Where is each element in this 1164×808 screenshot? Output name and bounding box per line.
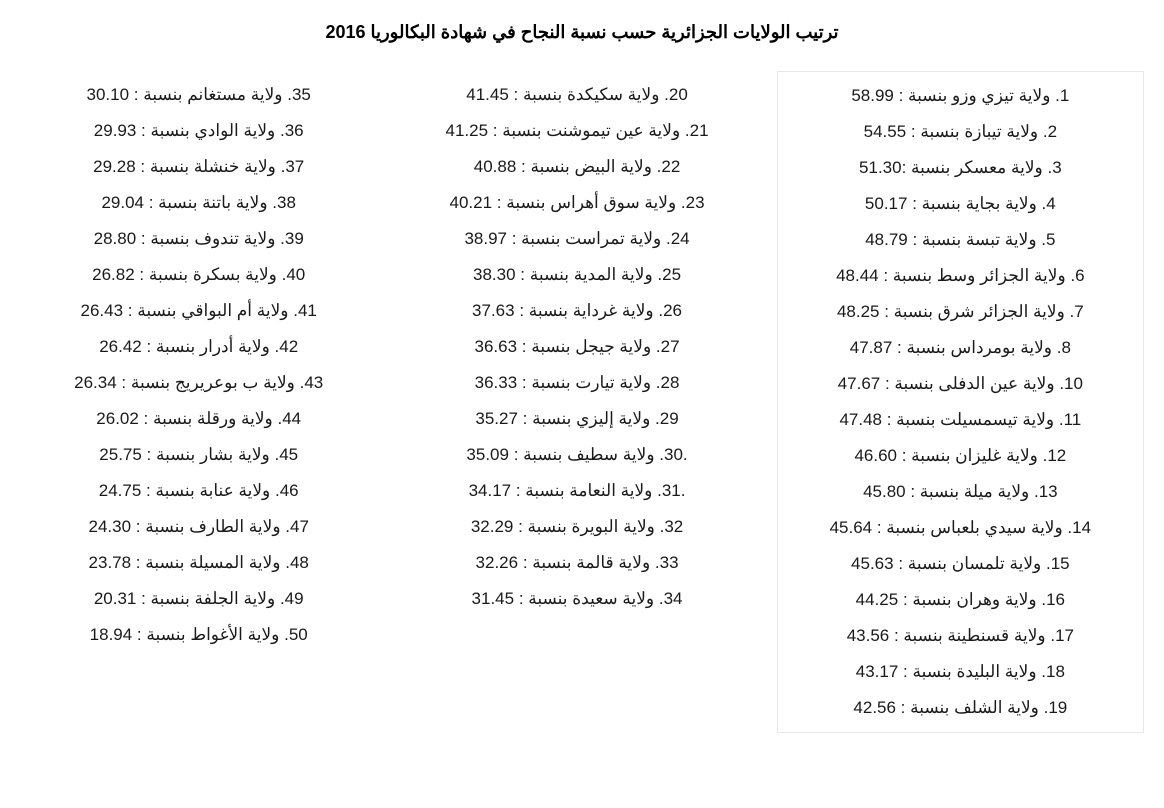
ranking-row: 29. ولاية إليزي بنسبة : 35.27 — [407, 401, 746, 437]
column-2: 20. ولاية سكيكدة بنسبة : 41.4521. ولاية … — [393, 71, 760, 733]
ranking-row: 36. ولاية الوادي بنسبة : 29.93 — [34, 113, 363, 149]
ranking-row: 33. ولاية قالمة بنسبة : 32.26 — [407, 545, 746, 581]
ranking-row: 49. ولاية الجلفة بنسبة : 20.31 — [34, 581, 363, 617]
ranking-row: 28. ولاية تيارت بنسبة : 36.33 — [407, 365, 746, 401]
ranking-row: 24. ولاية تمراست بنسبة : 38.97 — [407, 221, 746, 257]
ranking-row: 18. ولاية البليدة بنسبة : 43.17 — [792, 654, 1129, 690]
ranking-row: 50. ولاية الأغواط بنسبة : 18.94 — [34, 617, 363, 653]
ranking-row: 46. ولاية عنابة بنسبة : 24.75 — [34, 473, 363, 509]
ranking-row: 4. ولاية بجاية بنسبة : 50.17 — [792, 186, 1129, 222]
ranking-row: 15. ولاية تلمسان بنسبة : 45.63 — [792, 546, 1129, 582]
ranking-row: 12. ولاية غليزان بنسبة : 46.60 — [792, 438, 1129, 474]
ranking-row: 26. ولاية غرداية بنسبة : 37.63 — [407, 293, 746, 329]
ranking-row: 35. ولاية مستغانم بنسبة : 30.10 — [34, 77, 363, 113]
ranking-row: .31. ولاية النعامة بنسبة : 34.17 — [407, 473, 746, 509]
ranking-row: 3. ولاية معسكر بنسبة :51.30 — [792, 150, 1129, 186]
ranking-row: 43. ولاية ب بوعريريج بنسبة : 26.34 — [34, 365, 363, 401]
ranking-row: 37. ولاية خنشلة بنسبة : 29.28 — [34, 149, 363, 185]
page-title: ترتيب الولايات الجزائرية حسب نسبة النجاح… — [0, 0, 1164, 71]
ranking-row: 13. ولاية ميلة بنسبة : 45.80 — [792, 474, 1129, 510]
ranking-row: 2. ولاية تيبازة بنسبة : 54.55 — [792, 114, 1129, 150]
ranking-row: 41. ولاية أم البواقي بنسبة : 26.43 — [34, 293, 363, 329]
ranking-row: 42. ولاية أدرار بنسبة : 26.42 — [34, 329, 363, 365]
ranking-row: 25. ولاية المدية بنسبة : 38.30 — [407, 257, 746, 293]
ranking-row: 40. ولاية بسكرة بنسبة : 26.82 — [34, 257, 363, 293]
ranking-row: 47. ولاية الطارف بنسبة : 24.30 — [34, 509, 363, 545]
ranking-row: 6. ولاية الجزائر وسط بنسبة : 48.44 — [792, 258, 1129, 294]
ranking-row: 7. ولاية الجزائر شرق بنسبة : 48.25 — [792, 294, 1129, 330]
ranking-row: 38. ولاية باتنة بنسبة : 29.04 — [34, 185, 363, 221]
ranking-row: 32. ولاية البويرة بنسبة : 32.29 — [407, 509, 746, 545]
ranking-row: 5. ولاية تبسة بنسبة : 48.79 — [792, 222, 1129, 258]
ranking-row: 39. ولاية تندوف بنسبة : 28.80 — [34, 221, 363, 257]
ranking-row: 44. ولاية ورقلة بنسبة : 26.02 — [34, 401, 363, 437]
ranking-row: 23. ولاية سوق أهراس بنسبة : 40.21 — [407, 185, 746, 221]
ranking-row: 14. ولاية سيدي بلعباس بنسبة : 45.64 — [792, 510, 1129, 546]
ranking-row: .30. ولاية سطيف بنسبة : 35.09 — [407, 437, 746, 473]
ranking-row: 17. ولاية قسنطينة بنسبة : 43.56 — [792, 618, 1129, 654]
columns-container: 1. ولاية تيزي وزو بنسبة : 58.992. ولاية … — [0, 71, 1164, 733]
ranking-row: 1. ولاية تيزي وزو بنسبة : 58.99 — [792, 78, 1129, 114]
ranking-row: 22. ولاية البيض بنسبة : 40.88 — [407, 149, 746, 185]
ranking-row: 11. ولاية تيسمسيلت بنسبة : 47.48 — [792, 402, 1129, 438]
ranking-row: 21. ولاية عين تيموشنت بنسبة : 41.25 — [407, 113, 746, 149]
column-3: 35. ولاية مستغانم بنسبة : 30.1036. ولاية… — [20, 71, 377, 733]
column-1: 1. ولاية تيزي وزو بنسبة : 58.992. ولاية … — [777, 71, 1144, 733]
ranking-row: 16. ولاية وهران بنسبة : 44.25 — [792, 582, 1129, 618]
ranking-row: 27. ولاية جيجل بنسبة : 36.63 — [407, 329, 746, 365]
ranking-row: 34. ولاية سعيدة بنسبة : 31.45 — [407, 581, 746, 617]
ranking-row: 10. ولاية عين الدفلى بنسبة : 47.67 — [792, 366, 1129, 402]
ranking-row: 45. ولاية بشار بنسبة : 25.75 — [34, 437, 363, 473]
ranking-row: 20. ولاية سكيكدة بنسبة : 41.45 — [407, 77, 746, 113]
ranking-row: 48. ولاية المسيلة بنسبة : 23.78 — [34, 545, 363, 581]
ranking-row: 19. ولاية الشلف بنسبة : 42.56 — [792, 690, 1129, 726]
ranking-row: 8. ولاية بومرداس بنسبة : 47.87 — [792, 330, 1129, 366]
